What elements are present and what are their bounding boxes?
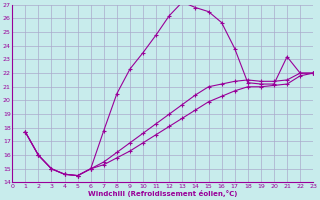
- X-axis label: Windchill (Refroidissement éolien,°C): Windchill (Refroidissement éolien,°C): [88, 190, 237, 197]
